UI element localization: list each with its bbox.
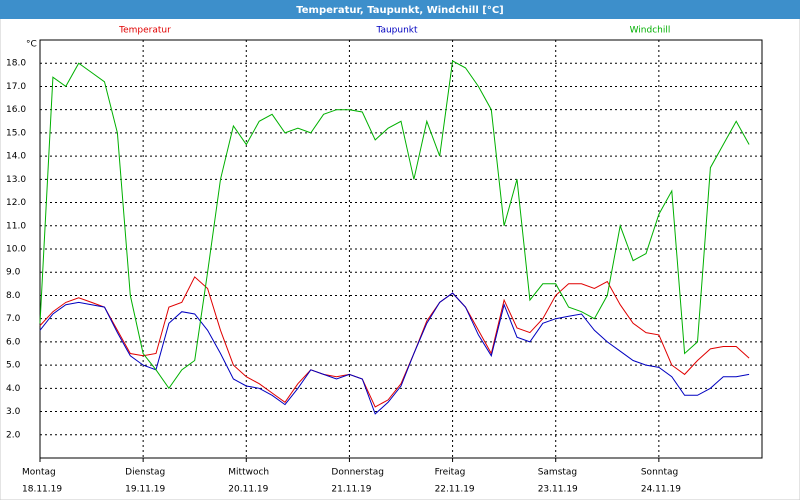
y-tick-label: 5.0 [6,361,21,371]
x-tick-date: 20.11.19 [228,485,268,495]
y-tick-label: 18.0 [6,59,26,69]
y-tick-label: 17.0 [6,82,26,92]
x-tick-label: Samstag [538,468,577,478]
legend-entry: Temperatur [118,26,171,36]
x-tick-label: Freitag [435,468,466,478]
x-tick-label: Sonntag [641,468,678,478]
y-tick-label: 15.0 [6,128,26,138]
x-tick-label: Mittwoch [228,468,269,478]
y-tick-label: 7.0 [6,314,21,324]
x-tick-date: 23.11.19 [538,485,578,495]
x-tick-label: Montag [22,468,56,478]
x-tick-date: 21.11.19 [331,485,371,495]
y-tick-label: 3.0 [6,407,21,417]
series-line [39,292,750,415]
title-bar [0,0,800,19]
y-tick-label: 2.0 [6,430,21,440]
x-tick-date: 19.11.19 [125,485,165,495]
x-tick-label: Donnerstag [331,468,384,478]
y-unit-label: °C [26,40,37,50]
y-tick-label: 8.0 [6,291,21,301]
y-tick-label: 13.0 [6,175,26,185]
series-line [39,60,750,390]
y-tick-label: 6.0 [6,337,21,347]
legend-entry: Taupunkt [375,26,418,36]
legend-entry: Windchill [630,26,671,36]
y-tick-label: 10.0 [6,245,26,255]
x-tick-date: 24.11.19 [641,485,681,495]
chart-title: Temperatur, Taupunkt, Windchill [°C] [296,5,504,16]
y-tick-label: 12.0 [6,198,26,208]
y-tick-label: 4.0 [6,384,21,394]
x-tick-date: 18.11.19 [22,485,62,495]
series-line [39,276,750,408]
x-tick-date: 22.11.19 [435,485,475,495]
y-tick-label: 11.0 [6,221,26,231]
x-tick-label: Dienstag [125,468,165,478]
y-tick-label: 9.0 [6,268,21,278]
y-tick-label: 16.0 [6,105,26,115]
y-tick-label: 14.0 [6,152,26,162]
